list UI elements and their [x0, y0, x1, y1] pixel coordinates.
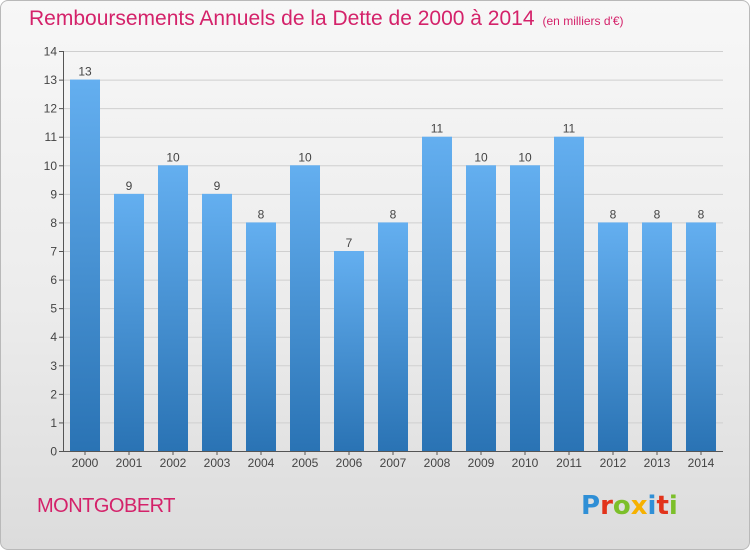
y-tick-label: 10 [44, 159, 58, 173]
y-tick-label: 6 [50, 273, 57, 287]
bar [246, 222, 276, 451]
x-tick-label: 2007 [380, 456, 407, 470]
x-tick-label: 2001 [116, 456, 143, 470]
x-tick-label: 2000 [72, 456, 99, 470]
chart-unit: (en milliers d'€) [542, 14, 624, 28]
data-label: 9 [214, 179, 221, 193]
bar [114, 193, 144, 451]
logo-letter: t [656, 491, 669, 521]
data-label: 8 [610, 207, 617, 221]
x-tick-label: 2011 [556, 456, 582, 470]
bar [510, 165, 540, 452]
data-label: 8 [390, 207, 397, 221]
axes [59, 51, 723, 455]
logo-letter: x [630, 491, 648, 521]
y-tick-label: 14 [44, 45, 58, 59]
logo-letter: o [612, 491, 631, 521]
y-tick-label: 8 [50, 216, 57, 230]
y-tick-label: 4 [50, 330, 57, 344]
x-tick-label: 2003 [204, 456, 231, 470]
bar [70, 79, 100, 452]
x-tick-label: 2013 [644, 456, 671, 470]
bar [334, 251, 364, 451]
x-tick-label: 2009 [468, 456, 495, 470]
data-label: 11 [431, 122, 444, 136]
y-tick-label: 0 [50, 445, 57, 459]
proxiti-logo: Proxiti [581, 491, 678, 521]
x-tick-label: 2008 [424, 456, 451, 470]
data-label: 9 [126, 179, 133, 193]
logo-letter: i [668, 491, 678, 521]
y-tick-label: 1 [50, 416, 57, 430]
x-tick-label: 2004 [248, 456, 275, 470]
bars [70, 79, 716, 452]
chart-title: Remboursements Annuels de la Dette de 20… [29, 7, 624, 31]
bar [158, 165, 188, 452]
data-label: 8 [258, 207, 265, 221]
y-tick-label: 11 [45, 130, 58, 144]
x-tick-label: 2010 [512, 456, 539, 470]
y-tick-label: 13 [44, 73, 58, 87]
data-label: 10 [298, 150, 312, 164]
data-label: 13 [78, 65, 92, 79]
bar [554, 136, 584, 451]
y-tick-label: 3 [50, 359, 57, 373]
y-tick-label: 5 [50, 302, 57, 316]
bar [466, 165, 496, 452]
x-tick-label: 2012 [600, 456, 627, 470]
bar [642, 222, 672, 451]
data-label: 10 [166, 150, 180, 164]
y-tick-label: 2 [50, 387, 57, 401]
logo-letter: P [581, 491, 601, 521]
logo-letter: r [600, 491, 613, 521]
x-tick-label: 2002 [160, 456, 187, 470]
bar [378, 222, 408, 451]
commune-name: MONTGOBERT [37, 495, 175, 517]
y-tick-label: 9 [50, 187, 57, 201]
x-tick-label: 2005 [292, 456, 319, 470]
x-tick-label: 2006 [336, 456, 363, 470]
data-label: 7 [346, 236, 353, 250]
bar [598, 222, 628, 451]
bar [422, 136, 452, 451]
data-label: 10 [474, 150, 488, 164]
data-label: 8 [654, 207, 661, 221]
chart-title-text: Remboursements Annuels de la Dette de 20… [29, 7, 535, 30]
data-label: 8 [698, 207, 705, 221]
labels: 0123456789101112131413200092001102002920… [44, 45, 715, 471]
bar [686, 222, 716, 451]
y-tick-label: 12 [44, 102, 58, 116]
bar [202, 193, 232, 451]
logo-letter: i [647, 491, 657, 521]
data-label: 11 [563, 122, 576, 136]
bar [290, 165, 320, 452]
data-label: 10 [518, 150, 532, 164]
y-tick-label: 7 [50, 245, 57, 259]
x-tick-label: 2014 [688, 456, 715, 470]
